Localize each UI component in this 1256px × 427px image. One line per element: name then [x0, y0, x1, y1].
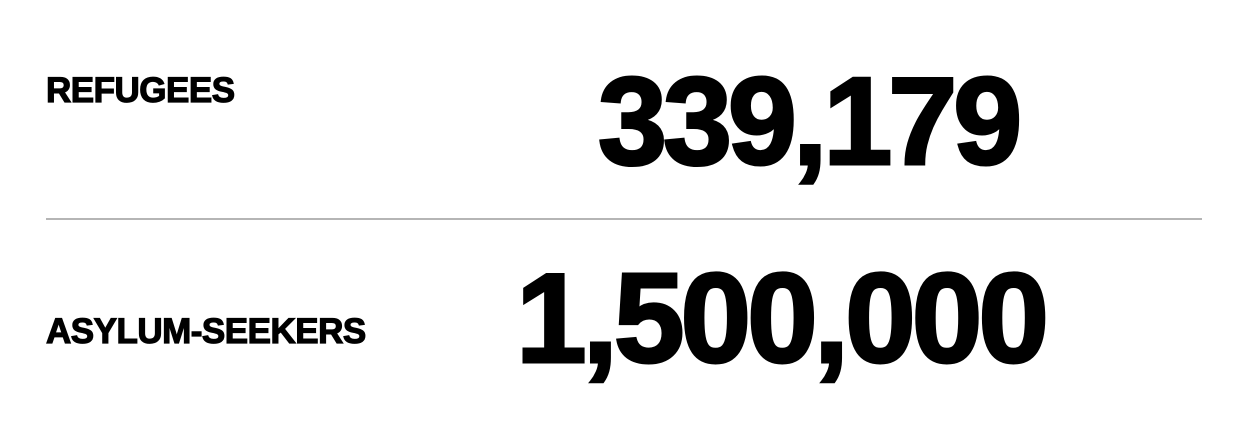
row-divider: [46, 218, 1202, 220]
asylum-seekers-value: 1,500,000: [515, 247, 1051, 389]
refugees-stat-row: REFUGEES 339,179: [45, 53, 1023, 191]
asylum-seekers-stat-row: ASYLUM-SEEKERS 1,500,000: [0, 222, 1256, 427]
asylum-seekers-label: ASYLUM-SEEKERS: [45, 312, 366, 351]
refugees-value: 339,179: [596, 53, 1023, 191]
refugees-label: REFUGEES: [45, 71, 235, 110]
